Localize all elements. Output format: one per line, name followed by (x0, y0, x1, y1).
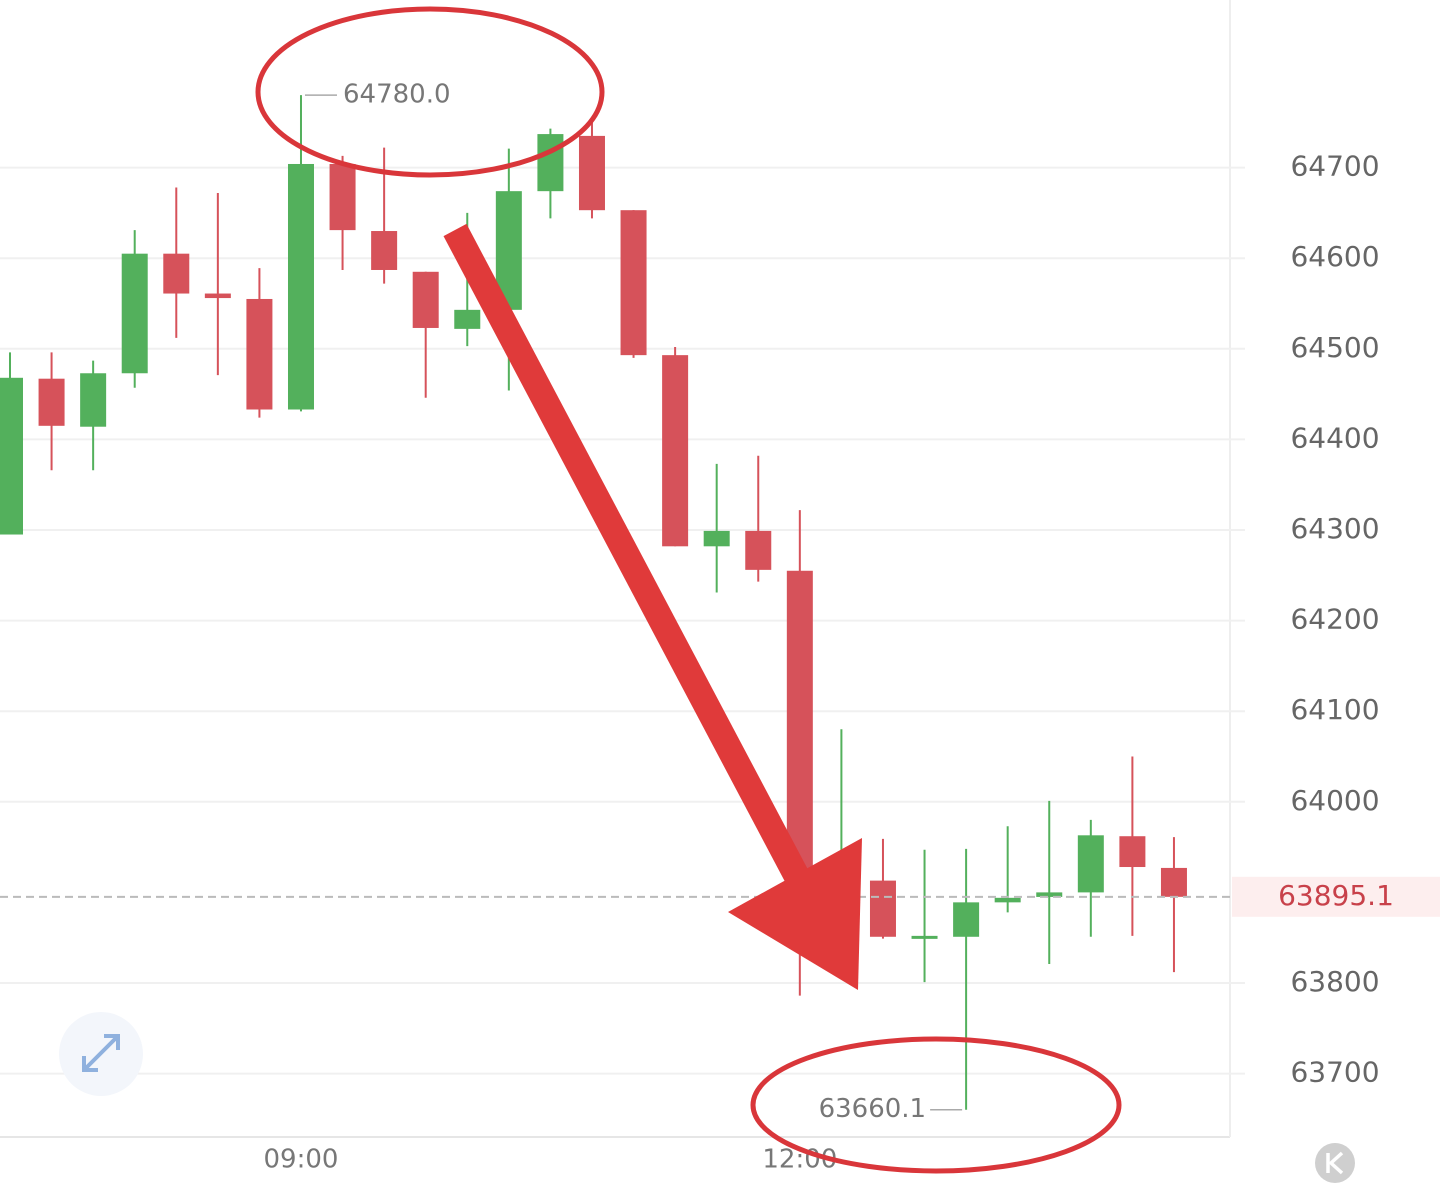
candle-body (163, 253, 190, 294)
expand-icon (82, 1034, 120, 1072)
y-tick-label: 64600 (1290, 240, 1379, 273)
candle-body (0, 377, 23, 535)
candle-body (204, 293, 231, 299)
last-price-box (1232, 876, 1440, 917)
candle-body (869, 880, 896, 937)
y-tick-label: 64100 (1290, 693, 1379, 726)
candle-body (578, 135, 605, 211)
y-tick-label: 64000 (1290, 784, 1379, 817)
candle-body (1160, 867, 1187, 897)
candle-body (412, 271, 439, 328)
candle-body (953, 902, 980, 937)
y-tick-label: 64700 (1290, 150, 1379, 183)
candle-body (454, 309, 481, 329)
highlight-ellipse (750, 1036, 1122, 1174)
candle-body (287, 163, 314, 410)
candle-body (620, 210, 647, 356)
candle-body (1077, 835, 1104, 893)
last-price-label: 63895.1 (1278, 879, 1394, 912)
candle-body (371, 231, 398, 270)
y-tick-label: 64300 (1290, 512, 1379, 545)
annotation-overlay (255, 6, 1122, 1174)
candle-body (745, 530, 772, 570)
y-tick-label: 64500 (1290, 331, 1379, 364)
y-tick-label: 63700 (1290, 1056, 1379, 1089)
candle-body (537, 134, 564, 192)
candle-body (246, 298, 273, 410)
k-icon (1326, 1151, 1344, 1175)
candle-body (703, 530, 730, 547)
highlight-ellipse (255, 6, 605, 178)
y-tick-label: 64400 (1290, 421, 1379, 454)
candle-body (80, 373, 107, 427)
candle-body (994, 897, 1021, 903)
low-marker-label: 63660.1 (819, 1094, 927, 1124)
high-marker-label: 64780.0 (343, 80, 451, 110)
candle-body (662, 355, 689, 547)
trend-arrow-head (728, 838, 862, 990)
candle-body (786, 570, 813, 881)
candle-body (1119, 836, 1146, 868)
candle-body (38, 378, 65, 426)
candle-body (121, 253, 148, 374)
k-button[interactable] (1315, 1143, 1355, 1183)
x-tick-label: 09:00 (264, 1145, 339, 1175)
candle-body (1036, 892, 1063, 897)
candle-body (911, 935, 938, 939)
candle-body (329, 163, 356, 231)
y-tick-label: 64200 (1290, 603, 1379, 636)
trend-arrow (443, 223, 824, 912)
y-tick-label: 63800 (1290, 965, 1379, 998)
plot: 63700 63800 64000 64100 64200 64300 64400 64500… (0, 80, 1440, 1175)
